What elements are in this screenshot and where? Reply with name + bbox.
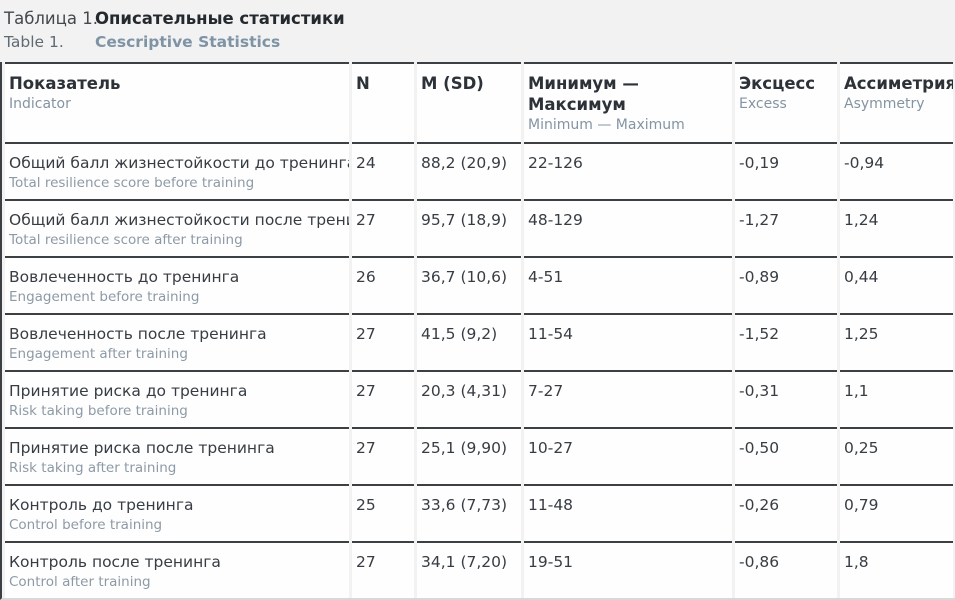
cell-excess: -1,27 [735, 199, 837, 256]
col-header-minmax-en: Minimum — Maximum [528, 117, 685, 133]
row-label-cell: Контроль после тренинга Control after tr… [5, 541, 349, 598]
cell-minmax: 22-126 [524, 142, 732, 199]
col-header-minmax: Минимум — Максимум Minimum — Maximum [524, 62, 732, 142]
header-row: Показатель Indicator N M (SD) Минимум — … [5, 62, 953, 142]
caption-line-ru: Таблица 1.Описательные статистики [4, 7, 955, 30]
caption-title-ru: Описательные статистики [95, 9, 345, 28]
cell-minmax: 11-48 [524, 484, 732, 541]
col-header-asymmetry-en: Asymmetry [844, 96, 925, 112]
row-label-ru: Вовлеченность после тренинга [9, 325, 267, 343]
row-label-cell: Вовлеченность после тренинга Engagement … [5, 313, 349, 370]
table-row: Принятие риска до тренинга Risk taking b… [5, 370, 953, 427]
row-label-en: Total resilience score after training [9, 232, 243, 248]
cell-msd: 25,1 (9,90) [417, 427, 521, 484]
caption-prefix-ru: Таблица 1. [4, 9, 98, 28]
cell-msd: 41,5 (9,2) [417, 313, 521, 370]
row-label-cell: Принятие риска после тренинга Risk takin… [5, 427, 349, 484]
cell-excess: -1,52 [735, 313, 837, 370]
table-row: Общий балл жизнестойкости до тренинга To… [5, 142, 953, 199]
table-row: Контроль до тренинга Control before trai… [5, 484, 953, 541]
row-label-en: Risk taking after training [9, 460, 177, 476]
cell-asymmetry: 1,25 [840, 313, 953, 370]
cell-n: 27 [352, 199, 414, 256]
table-row: Вовлеченность до тренинга Engagement bef… [5, 256, 953, 313]
row-label-en: Total resilience score before training [9, 175, 255, 191]
cell-asymmetry: 0,25 [840, 427, 953, 484]
col-header-n-label: N [356, 74, 370, 93]
col-header-msd-label: M (SD) [421, 74, 484, 93]
cell-asymmetry: 1,8 [840, 541, 953, 598]
row-label-en: Control after training [9, 574, 151, 590]
table-caption: Таблица 1.Описательные статистики Table … [0, 0, 955, 62]
cell-msd: 36,7 (10,6) [417, 256, 521, 313]
row-label-en: Engagement before training [9, 289, 200, 305]
cell-n: 27 [352, 313, 414, 370]
cell-minmax: 19-51 [524, 541, 732, 598]
row-label-cell: Вовлеченность до тренинга Engagement bef… [5, 256, 349, 313]
col-header-excess: Эксцесс Excess [735, 62, 837, 142]
table-row: Принятие риска после тренинга Risk takin… [5, 427, 953, 484]
row-label-en: Control before training [9, 517, 163, 533]
table-row: Вовлеченность после тренинга Engagement … [5, 313, 953, 370]
row-label-cell: Общий балл жизнестойкости после тренинга… [5, 199, 349, 256]
cell-minmax: 11-54 [524, 313, 732, 370]
col-header-excess-ru: Эксцесс [739, 74, 816, 93]
col-header-indicator-en: Indicator [9, 96, 71, 112]
cell-excess: -0,86 [735, 541, 837, 598]
row-label-ru: Вовлеченность до тренинга [9, 268, 240, 286]
row-label-ru: Общий балл жизнестойкости до тренинга [9, 154, 349, 172]
cell-n: 25 [352, 484, 414, 541]
cell-msd: 95,7 (18,9) [417, 199, 521, 256]
row-label-en: Risk taking before training [9, 403, 188, 419]
cell-msd: 88,2 (20,9) [417, 142, 521, 199]
descriptive-statistics-table: Показатель Indicator N M (SD) Минимум — … [0, 62, 955, 600]
cell-msd: 20,3 (4,31) [417, 370, 521, 427]
cell-msd: 34,1 (7,20) [417, 541, 521, 598]
row-label-en: Engagement after training [9, 346, 188, 362]
cell-excess: -0,26 [735, 484, 837, 541]
table-row: Контроль после тренинга Control after tr… [5, 541, 953, 598]
cell-excess: -0,31 [735, 370, 837, 427]
row-label-cell: Принятие риска до тренинга Risk taking b… [5, 370, 349, 427]
cell-excess: -0,50 [735, 427, 837, 484]
row-label-ru: Контроль после тренинга [9, 553, 221, 571]
caption-line-en: Table 1. Cescriptive Statistics [4, 30, 955, 54]
cell-minmax: 10-27 [524, 427, 732, 484]
row-label-cell: Контроль до тренинга Control before trai… [5, 484, 349, 541]
cell-excess: -0,19 [735, 142, 837, 199]
col-header-n: N [352, 62, 414, 142]
col-header-minmax-ru: Минимум — Максимум [528, 74, 639, 114]
col-header-indicator-ru: Показатель [9, 74, 121, 93]
row-label-ru: Контроль до тренинга [9, 496, 194, 514]
row-label-ru: Общий балл жизнестойкости после тренинга [9, 211, 349, 229]
cell-msd: 33,6 (7,73) [417, 484, 521, 541]
col-header-msd: M (SD) [417, 62, 521, 142]
caption-title-en: Cescriptive Statistics [95, 33, 281, 51]
cell-minmax: 7-27 [524, 370, 732, 427]
cell-n: 27 [352, 541, 414, 598]
cell-n: 24 [352, 142, 414, 199]
cell-asymmetry: 1,24 [840, 199, 953, 256]
col-header-indicator: Показатель Indicator [5, 62, 349, 142]
col-header-asymmetry: Ассиметрия Asymmetry [840, 62, 953, 142]
col-header-excess-en: Excess [739, 96, 787, 112]
cell-n: 27 [352, 427, 414, 484]
cell-asymmetry: 1,1 [840, 370, 953, 427]
cell-excess: -0,89 [735, 256, 837, 313]
cell-asymmetry: 0,79 [840, 484, 953, 541]
cell-n: 27 [352, 370, 414, 427]
cell-n: 26 [352, 256, 414, 313]
row-label-ru: Принятие риска до тренинга [9, 382, 248, 400]
cell-minmax: 4-51 [524, 256, 732, 313]
row-label-cell: Общий балл жизнестойкости до тренинга To… [5, 142, 349, 199]
cell-asymmetry: -0,94 [840, 142, 953, 199]
caption-prefix-en: Table 1. [4, 33, 64, 51]
cell-minmax: 48-129 [524, 199, 732, 256]
row-label-ru: Принятие риска после тренинга [9, 439, 275, 457]
col-header-asymmetry-ru: Ассиметрия [844, 74, 953, 93]
table-row: Общий балл жизнестойкости после тренинга… [5, 199, 953, 256]
cell-asymmetry: 0,44 [840, 256, 953, 313]
